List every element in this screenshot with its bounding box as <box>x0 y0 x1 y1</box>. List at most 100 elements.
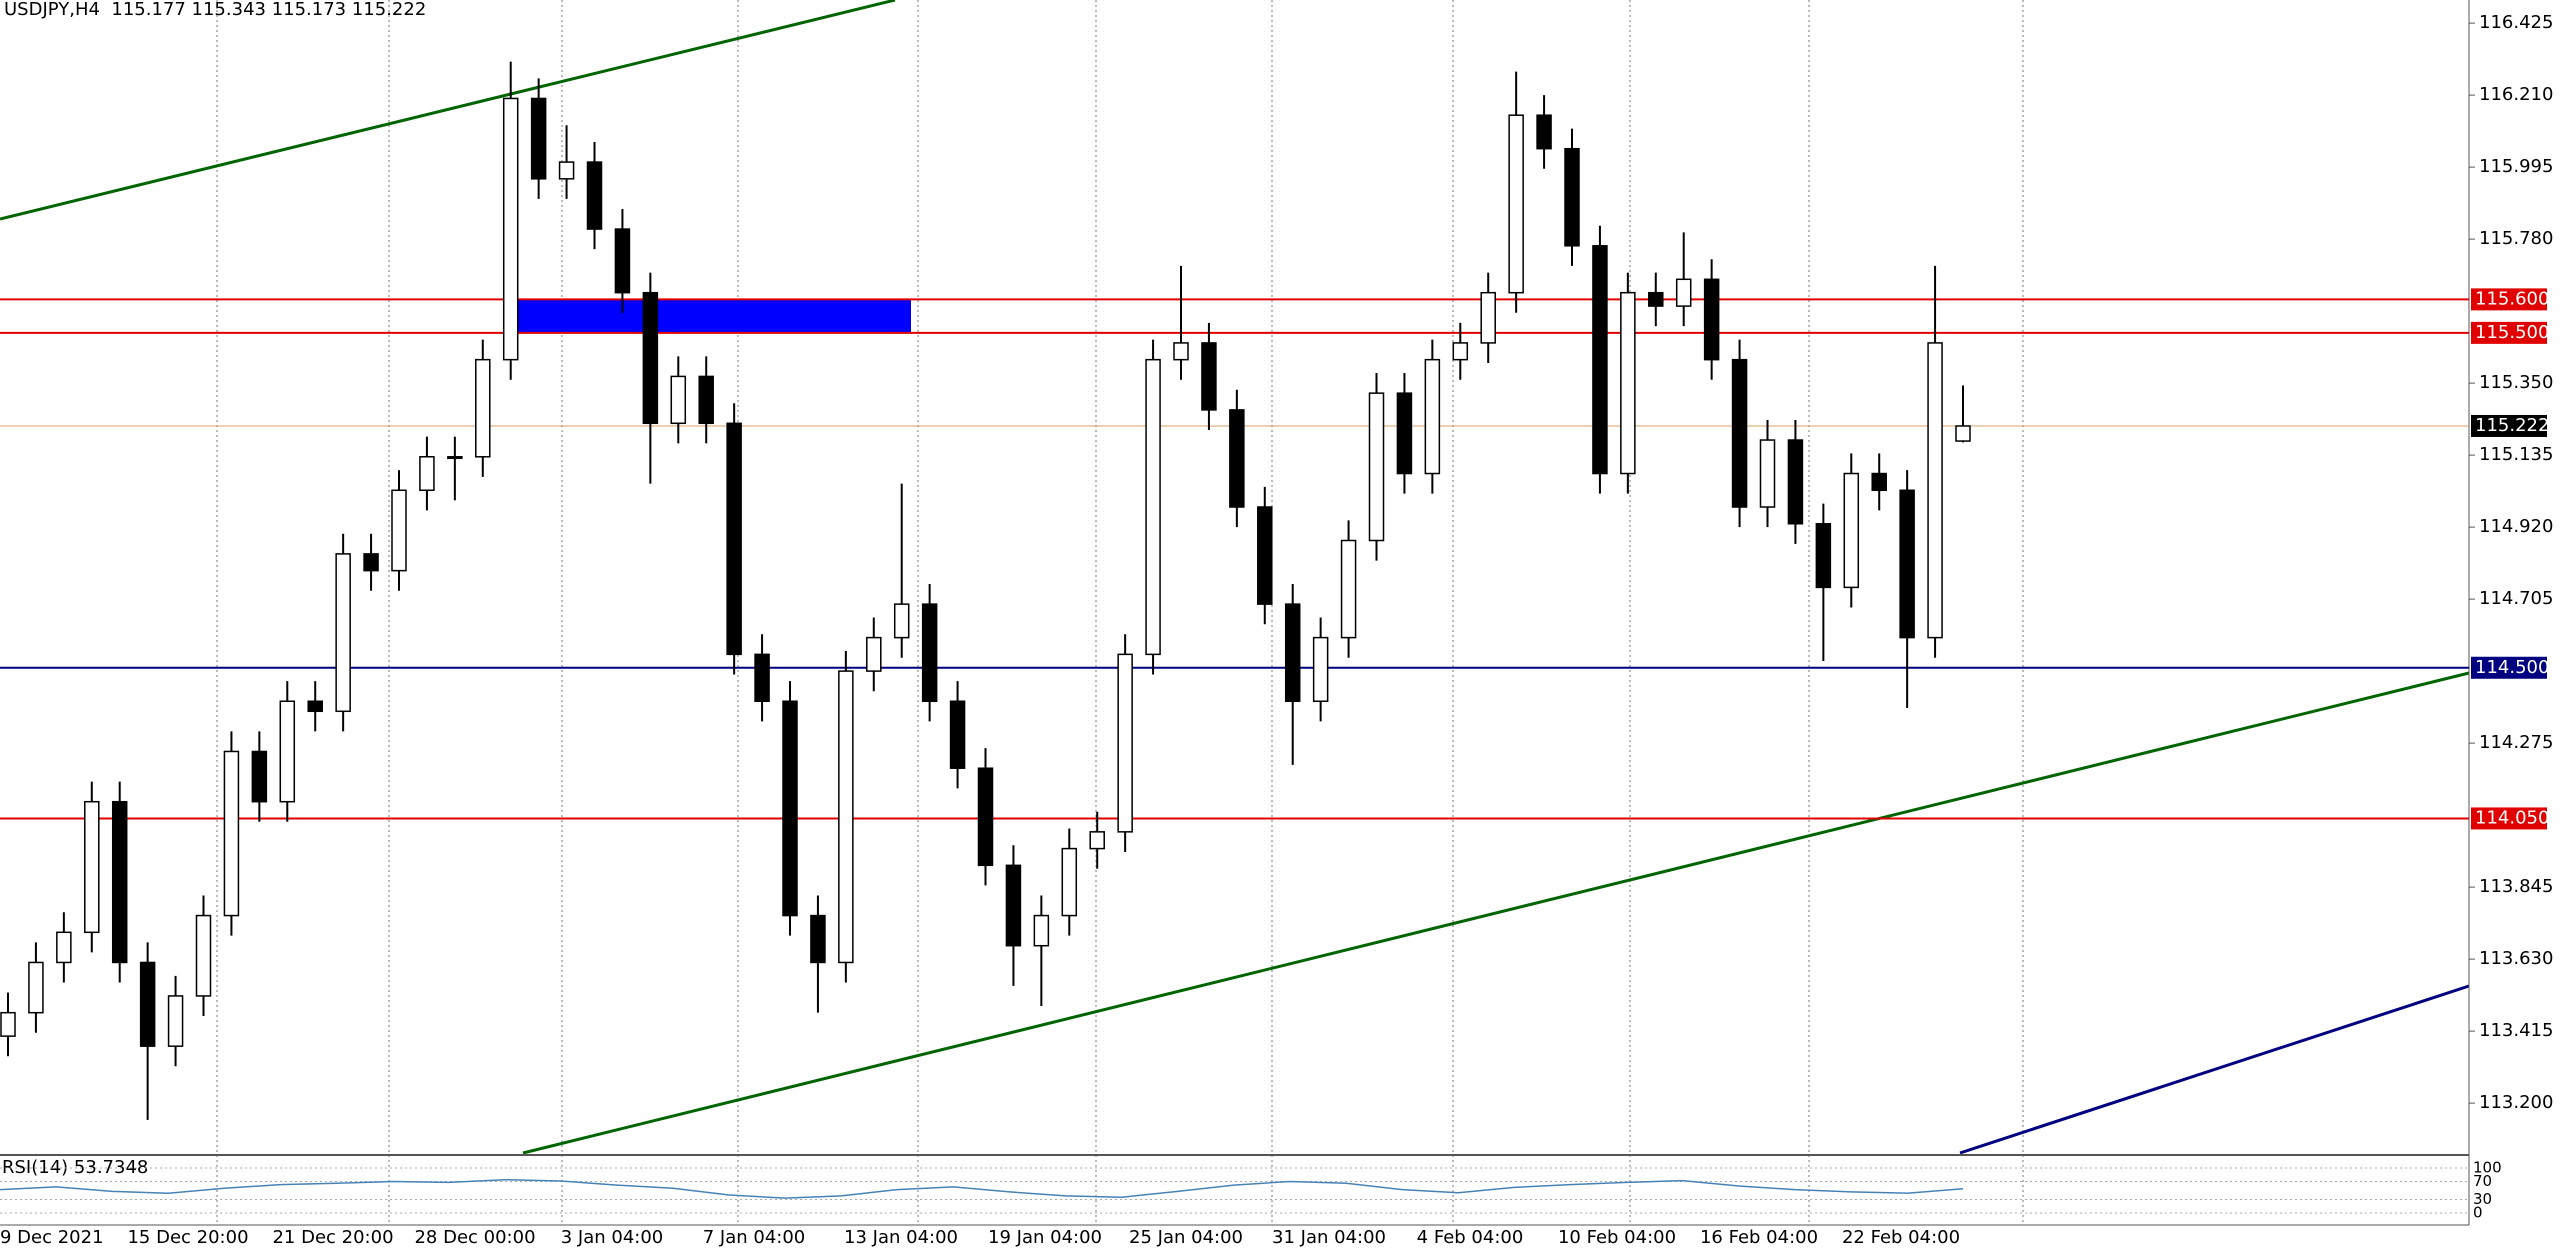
candle-body <box>1089 831 1105 850</box>
candle-body <box>1675 278 1692 307</box>
candle-body <box>726 422 742 656</box>
candle-body <box>1229 409 1245 508</box>
candle-body <box>642 291 659 425</box>
candle-body <box>1899 489 1915 639</box>
candle-body <box>1284 603 1301 702</box>
y-tick-label: 116.210 <box>2479 84 2553 105</box>
candle-body <box>251 750 268 803</box>
x-tick-label: 15 Dec 20:00 <box>127 1227 248 1248</box>
x-tick-label: 16 Feb 04:00 <box>1700 1227 1818 1248</box>
y-tick-label: 116.425 <box>2479 12 2553 33</box>
candle-body <box>1927 342 1943 639</box>
x-tick-label: 4 Feb 04:00 <box>1417 1227 1524 1248</box>
y-tick-label: 115.350 <box>2479 372 2553 393</box>
candle-body <box>1843 472 1860 589</box>
candle-body <box>0 1011 16 1037</box>
candle-body <box>949 700 966 769</box>
level-label: 114.050 <box>2475 807 2549 828</box>
level-label: 114.500 <box>2475 657 2549 678</box>
y-tick-label: 115.780 <box>2479 228 2553 249</box>
level-label: 115.500 <box>2475 322 2549 343</box>
current-price-label: 115.222 <box>2475 415 2549 436</box>
rsi-tick-label: 0 <box>2473 1204 2483 1222</box>
y-tick-label: 115.135 <box>2479 444 2553 465</box>
rsi-line <box>0 1178 1964 1199</box>
candle-body <box>1759 439 1776 508</box>
candle-body <box>921 603 938 702</box>
x-tick-label: 25 Jan 04:00 <box>1129 1227 1243 1248</box>
y-tick-label: 114.705 <box>2479 588 2553 609</box>
candle-body <box>223 750 240 917</box>
level-box <box>2471 656 2547 679</box>
candle-body <box>838 670 854 964</box>
y-tick-label: 114.920 <box>2479 516 2553 537</box>
candle-body <box>1117 653 1133 833</box>
candle-body <box>447 456 463 460</box>
candle-body <box>1815 523 1832 589</box>
candle-body <box>195 914 212 997</box>
y-tick-label: 113.845 <box>2479 876 2553 897</box>
x-tick-label: 3 Jan 04:00 <box>561 1227 664 1248</box>
candle-body <box>586 161 603 230</box>
candle-body <box>1871 472 1887 492</box>
candle-body <box>1592 245 1608 475</box>
candle-body <box>1703 278 1720 361</box>
candle-body <box>475 358 491 458</box>
candle-body <box>866 636 882 672</box>
supply-zone <box>513 299 911 333</box>
candle-body <box>1480 291 1496 344</box>
candle-body <box>419 456 435 492</box>
candle-body <box>1536 114 1552 150</box>
candle-body <box>1452 342 1469 361</box>
candle-body <box>139 961 156 1047</box>
candle-body <box>1648 291 1664 307</box>
x-tick-label: 9 Dec 2021 <box>0 1227 104 1248</box>
x-tick-label: 19 Jan 04:00 <box>988 1227 1102 1248</box>
y-tick-label: 113.200 <box>2479 1092 2553 1113</box>
candle-body <box>530 97 547 180</box>
candle-body <box>1257 506 1273 605</box>
x-tick-label: 10 Feb 04:00 <box>1558 1227 1676 1248</box>
candle-body <box>1731 358 1748 508</box>
candle-body <box>754 653 770 702</box>
current-price-box <box>2471 414 2547 437</box>
rsi-tick-label: 70 <box>2473 1172 2492 1190</box>
candle-body <box>1201 342 1217 411</box>
rsi-tick-label: 100 <box>2473 1159 2502 1177</box>
level-box <box>2471 288 2547 311</box>
candle-body <box>977 767 994 867</box>
chart-title: USDJPY,H4 115.177 115.343 115.173 115.22… <box>4 0 426 20</box>
y-tick-label: 113.415 <box>2479 1020 2553 1041</box>
y-tick-label: 115.995 <box>2479 156 2553 177</box>
candle-body <box>1312 636 1329 702</box>
candle-body <box>893 603 910 639</box>
trend-line <box>522 671 2470 1155</box>
candle-body <box>391 489 407 572</box>
candle-body <box>810 914 826 964</box>
y-tick-label: 114.275 <box>2479 732 2553 753</box>
candle-body <box>1787 439 1804 525</box>
candle-body <box>335 553 351 713</box>
level-box <box>2471 807 2547 830</box>
candle-body <box>307 700 323 713</box>
candle-body <box>1340 539 1357 639</box>
candle-body <box>28 961 44 1014</box>
candle-body <box>1061 847 1078 917</box>
candle-body <box>1368 392 1385 542</box>
candle-body <box>111 800 128 964</box>
candle-body <box>167 995 184 1047</box>
x-tick-label: 13 Jan 04:00 <box>844 1227 958 1248</box>
x-tick-label: 7 Jan 04:00 <box>703 1227 806 1248</box>
candle-body <box>502 97 519 361</box>
y-tick-label: 113.630 <box>2479 948 2553 969</box>
candle-body <box>558 161 575 180</box>
candle-body <box>1033 914 1050 947</box>
candle-body <box>279 700 296 803</box>
candle-body <box>670 375 687 425</box>
x-tick-label: 21 Dec 20:00 <box>272 1227 393 1248</box>
x-tick-label: 31 Jan 04:00 <box>1272 1227 1386 1248</box>
candle-body <box>1508 114 1524 294</box>
x-tick-label: 22 Feb 04:00 <box>1842 1227 1960 1248</box>
candle-body <box>782 700 798 917</box>
level-label: 115.600 <box>2475 288 2549 309</box>
